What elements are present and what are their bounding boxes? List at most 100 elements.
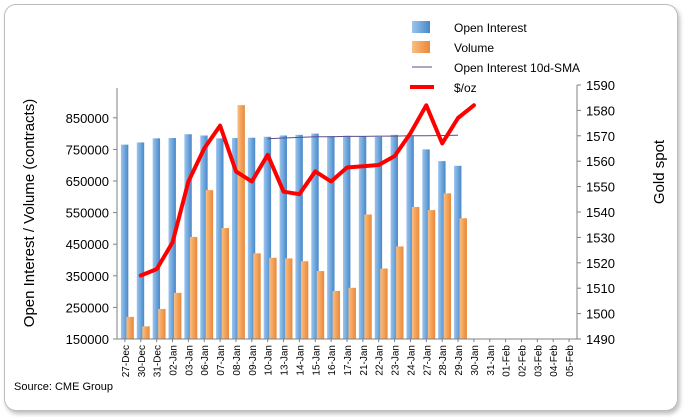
x-tick-label: 30-Jan — [470, 345, 481, 376]
x-tick-label: 01-Feb — [502, 345, 513, 377]
open-interest-bar — [358, 136, 367, 339]
volume-bar — [158, 308, 166, 339]
source-note: Source: CME Group — [14, 381, 114, 393]
lines-layer — [138, 103, 476, 278]
open-interest-bar — [152, 138, 161, 339]
volume-bar — [253, 253, 261, 339]
volume-bar — [126, 316, 134, 339]
x-tick-label: 03-Feb — [533, 345, 544, 377]
x-tick-label: 13-Jan — [280, 345, 291, 376]
x-tick-label: 28-Jan — [438, 345, 449, 376]
legend-label: Open Interest 10d-SMA — [454, 61, 580, 75]
legend: Open Interest Volume Open Interest 10d-SMA… — [410, 21, 580, 95]
y-tick-label: 450000 — [66, 237, 109, 252]
volume-bar — [316, 271, 325, 339]
y-tick-label: 750000 — [66, 142, 109, 157]
x-tick-label: 29-Jan — [454, 345, 465, 376]
volume-bar — [189, 236, 198, 339]
y2-tick-label: 1490 — [586, 332, 615, 347]
y-tick-label: 250000 — [66, 300, 109, 315]
bars-layer — [120, 105, 467, 339]
volume-bar — [380, 268, 388, 339]
y-tick-label: 150000 — [66, 332, 109, 347]
volume-bar — [205, 190, 214, 339]
y2-tick-label: 1590 — [586, 78, 615, 93]
x-tick-label: 23-Jan — [391, 345, 402, 376]
open-interest-bar — [200, 135, 208, 339]
x-tick-label: 21-Jan — [359, 345, 370, 376]
x-tick-label: 02-Feb — [517, 345, 528, 377]
volume-bar — [427, 210, 436, 339]
volume-bar — [459, 218, 467, 339]
y-axis-title: Open Interest / Volume (contracts) — [21, 99, 38, 327]
legend-label: $/oz — [454, 81, 477, 95]
y2-tick-label: 1570 — [586, 129, 615, 144]
open-interest-bar — [136, 142, 145, 339]
volume-bar — [396, 246, 404, 339]
x-tick-label: 31-Dec — [153, 345, 164, 377]
x-tick-label: 06-Jan — [200, 345, 211, 376]
legend-label: Volume — [454, 41, 494, 55]
y2-tick-label: 1580 — [586, 103, 615, 118]
y2-tick-label: 1540 — [586, 205, 615, 220]
x-tick-label: 30-Dec — [137, 345, 148, 377]
x-tick-label: 17-Jan — [343, 345, 354, 376]
open-interest-bar — [120, 144, 129, 339]
chart-frame — [4, 4, 678, 411]
volume-bar — [411, 206, 420, 339]
x-tick-label: 27-Jan — [422, 345, 433, 376]
x-tick-label: 16-Jan — [327, 345, 338, 376]
open-interest-bar — [406, 135, 414, 339]
legend-swatch-open-interest — [412, 21, 430, 33]
axes-layer: 150000 250000 350000 450000 550000 650000 7500… — [21, 78, 668, 377]
y-tick-label: 850000 — [66, 111, 109, 126]
open-interest-bar — [438, 161, 446, 339]
volume-bar — [348, 287, 356, 339]
x-tick-label: 24-Jan — [406, 345, 417, 376]
x-tick-label: 04-Feb — [549, 345, 560, 377]
y2-axis-title: Gold spot — [651, 139, 668, 204]
open-interest-bar — [247, 137, 256, 339]
y-tick-label: 650000 — [66, 174, 109, 189]
x-tick-label: 05-Feb — [565, 345, 576, 377]
sma-line — [267, 134, 459, 140]
open-interest-bar — [216, 138, 224, 339]
x-tick-label: 03-Jan — [184, 345, 195, 376]
x-tick-label: 08-Jan — [232, 345, 243, 376]
x-tick-label: 15-Jan — [311, 345, 322, 376]
x-tick-label: 09-Jan — [248, 345, 259, 376]
x-tick-label: 10-Jan — [264, 345, 275, 376]
y2-tick-label: 1530 — [586, 230, 615, 245]
y2-tick-label: 1510 — [586, 281, 615, 296]
x-tick-label: 22-Jan — [375, 345, 386, 376]
x-tick-label: 14-Jan — [295, 345, 306, 376]
x-tick-label: 07-Jan — [216, 345, 227, 376]
y-tick-label: 550000 — [66, 206, 109, 221]
y2-tick-label: 1520 — [586, 256, 615, 271]
open-interest-bar — [263, 136, 272, 339]
open-interest-bar — [231, 138, 240, 339]
open-interest-bar — [422, 149, 430, 339]
y2-tick-label: 1500 — [586, 307, 615, 322]
volume-bar — [221, 228, 230, 339]
open-interest-bar — [184, 134, 192, 339]
x-tick-label: 02-Jan — [169, 345, 180, 376]
open-interest-bar — [327, 136, 335, 339]
volume-bar — [142, 326, 150, 339]
volume-bar — [174, 292, 182, 339]
open-interest-bar — [279, 135, 287, 339]
volume-bar — [364, 214, 372, 339]
x-tick-label: 31-Jan — [486, 345, 497, 376]
legend-swatch-volume — [412, 41, 430, 53]
gold-spot-line — [138, 103, 476, 278]
volume-bar — [237, 105, 245, 339]
volume-bar — [443, 193, 452, 339]
open-interest-bar — [311, 133, 319, 339]
open-interest-bar — [343, 135, 351, 339]
legend-label: Open Interest — [454, 21, 527, 35]
volume-bar — [269, 257, 277, 339]
volume-bar — [332, 290, 341, 339]
x-tick-label: 27-Dec — [121, 345, 132, 377]
open-interest-bar — [374, 136, 383, 339]
